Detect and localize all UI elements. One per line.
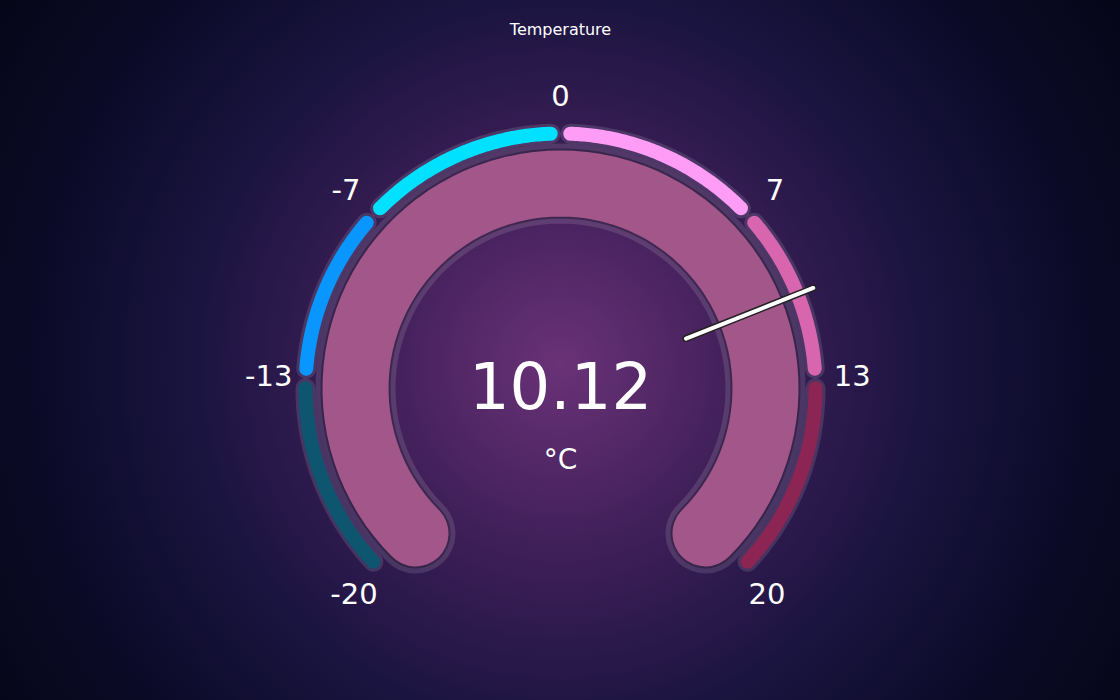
svg-text:-7: -7 [332, 173, 361, 207]
svg-text:10.12: 10.12 [469, 350, 652, 424]
svg-text:Temperature: Temperature [509, 20, 611, 39]
svg-text:7: 7 [766, 173, 784, 207]
svg-text:20: 20 [749, 577, 786, 611]
svg-text:-13: -13 [245, 359, 292, 393]
svg-text:-20: -20 [330, 577, 377, 611]
svg-text:°C: °C [544, 443, 578, 476]
svg-text:13: 13 [834, 359, 871, 393]
svg-text:0: 0 [551, 79, 569, 113]
